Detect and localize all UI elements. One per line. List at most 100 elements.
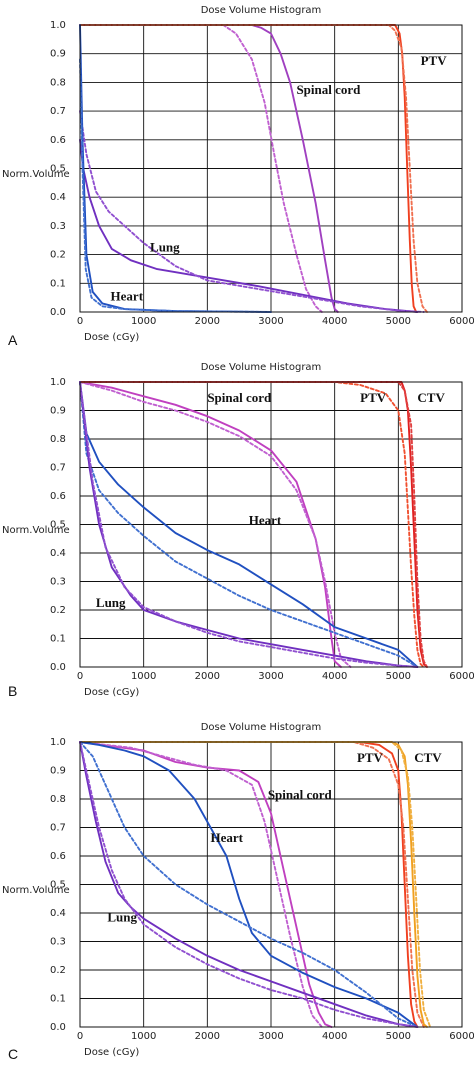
x-tick-label: 3000	[258, 671, 283, 682]
structure-label: Heart	[249, 513, 282, 528]
dvh-curve-dashed	[79, 58, 272, 313]
y-tick-label: 0.5	[50, 880, 66, 891]
dvh-curve-dashed	[79, 381, 428, 668]
dvh-curve-dashed	[79, 110, 425, 313]
y-tick-label: 0.3	[50, 937, 66, 948]
x-tick-label: 5000	[386, 671, 411, 682]
y-tick-label: 0.0	[50, 662, 66, 673]
x-tick-label: 2000	[195, 1031, 220, 1042]
y-tick-label: 0.5	[50, 164, 66, 175]
structure-label: PTV	[421, 53, 448, 68]
y-tick-label: 0.2	[50, 965, 66, 976]
x-tick-label: 5000	[386, 316, 411, 327]
chart-title: Dose Volume Histogram	[201, 362, 322, 373]
y-tick-label: 0.7	[50, 106, 66, 117]
x-axis-label: Dose (cGy)	[84, 687, 139, 698]
dvh-curve-solid	[79, 381, 419, 668]
dvh-curve-dashed	[79, 24, 323, 313]
x-tick-label: 1000	[131, 316, 156, 327]
y-tick-label: 0.6	[50, 491, 66, 502]
structure-label: Spinal cord	[207, 390, 272, 405]
dvh-curve-solid	[79, 741, 419, 1028]
y-tick-label: 0.1	[50, 278, 66, 289]
dvh-curve-dashed	[79, 24, 428, 313]
y-tick-label: 0.9	[50, 766, 66, 777]
y-tick-label: 0.0	[50, 307, 66, 318]
dvh-curve-dashed	[79, 741, 432, 1028]
y-tick-label: 1.0	[50, 737, 66, 748]
x-tick-label: 1000	[131, 671, 156, 682]
structure-label: Heart	[211, 830, 244, 845]
x-tick-label: 2000	[195, 671, 220, 682]
x-tick-label: 3000	[258, 1031, 283, 1042]
y-tick-label: 0.5	[50, 520, 66, 531]
y-tick-label: 1.0	[50, 20, 66, 31]
dvh-curve-dashed	[79, 741, 419, 1028]
y-tick-label: 0.8	[50, 794, 66, 805]
panel-letter: A	[8, 332, 18, 348]
plot-frame	[79, 24, 463, 313]
x-tick-label: 6000	[449, 316, 474, 327]
x-tick-label: 6000	[449, 1031, 474, 1042]
structure-label: Heart	[111, 289, 144, 304]
dvh-curve-solid	[79, 741, 419, 1028]
dvh-panel-c: Dose Volume Histogram 0.0 0.1 0.2 0.3 0.4 0.5 0…	[2, 722, 474, 1062]
plot-frame	[79, 741, 463, 1028]
dvh-panel-b: Dose Volume Histogram 0.0 0.1 0.2 0.3 0.4 0.5 0…	[2, 362, 474, 699]
structure-label: PTV	[360, 390, 387, 405]
x-tick-label: 0	[77, 1031, 83, 1042]
structure-label: Spinal cord	[268, 787, 333, 802]
y-tick-label: 0.3	[50, 221, 66, 232]
y-tick-label: 0.8	[50, 77, 66, 88]
y-tick-label: 0.4	[50, 908, 66, 919]
dvh-curve-dashed	[79, 381, 419, 668]
y-tick-label: 0.6	[50, 135, 66, 146]
dvh-curve-solid	[79, 741, 333, 1028]
structure-label: CTV	[417, 390, 445, 405]
dvh-curve-solid	[79, 381, 419, 668]
structure-label: Lung	[96, 595, 126, 610]
x-axis-label: Dose (cGy)	[84, 1047, 139, 1058]
dvh-curve-solid	[79, 741, 428, 1028]
structure-label: CTV	[414, 750, 442, 765]
dvh-curve-dashed	[79, 741, 323, 1028]
x-tick-label: 2000	[195, 316, 220, 327]
chart-title: Dose Volume Histogram	[201, 722, 322, 733]
y-tick-label: 0.7	[50, 463, 66, 474]
y-tick-label: 1.0	[50, 377, 66, 388]
y-axis-label: Norm.Volume	[2, 525, 70, 536]
x-tick-label: 4000	[322, 1031, 347, 1042]
panel-letter: B	[8, 683, 17, 699]
y-tick-label: 0.9	[50, 406, 66, 417]
dvh-curve-solid	[79, 24, 418, 313]
chart-title: Dose Volume Histogram	[201, 5, 322, 16]
y-tick-label: 0.9	[50, 49, 66, 60]
x-axis-label: Dose (cGy)	[84, 332, 139, 343]
dvh-curve-solid	[79, 381, 428, 668]
x-tick-label: 3000	[258, 316, 283, 327]
y-tick-label: 0.3	[50, 577, 66, 588]
x-tick-label: 4000	[322, 316, 347, 327]
dvh-curve-solid	[79, 381, 342, 668]
x-tick-label: 0	[77, 316, 83, 327]
y-tick-label: 0.1	[50, 994, 66, 1005]
dvh-curve-dashed	[79, 381, 425, 668]
y-tick-label: 0.2	[50, 250, 66, 261]
y-tick-label: 0.8	[50, 434, 66, 445]
y-tick-label: 0.6	[50, 851, 66, 862]
x-tick-label: 0	[77, 671, 83, 682]
y-tick-label: 0.2	[50, 605, 66, 616]
plot-frame	[79, 381, 463, 668]
structure-label: Lung	[107, 910, 137, 925]
dvh-panel-a: Dose Volume Histogram 0.0 0.1 0.2 0.3 0.4 0.5 0…	[2, 5, 474, 348]
y-tick-label: 0.1	[50, 634, 66, 645]
x-tick-label: 4000	[322, 671, 347, 682]
x-tick-label: 5000	[386, 1031, 411, 1042]
y-tick-label: 0.4	[50, 548, 66, 559]
structure-label: Lung	[150, 240, 180, 255]
y-tick-label: 0.4	[50, 192, 66, 203]
y-axis-label: Norm.Volume	[2, 885, 70, 896]
dvh-curve-dashed	[79, 741, 425, 1028]
structure-label: Spinal cord	[296, 82, 361, 97]
